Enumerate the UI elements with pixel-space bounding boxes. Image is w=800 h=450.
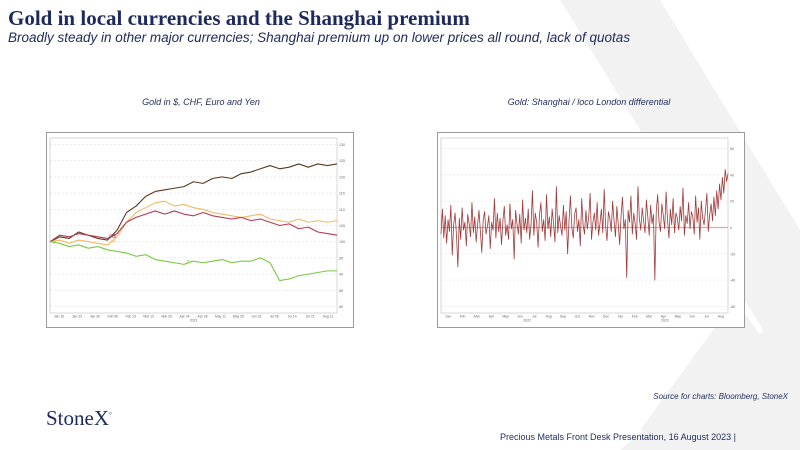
logo-text: StoneX	[46, 406, 109, 430]
plot-area	[440, 137, 729, 314]
chart-shanghai-premium: -60 -40 -20 0 20 40 60 Jan Feb Mar Apr May Jun Jul Aug…	[437, 132, 745, 328]
x-tick-label: May 25	[233, 315, 244, 319]
y-tick-label: 95	[339, 256, 343, 260]
y-tick-label: 85	[339, 289, 343, 293]
x-tick-label: Jul 14	[288, 315, 297, 319]
x-tick-label: Jan 30	[90, 315, 100, 319]
x-tick-label: Aug	[718, 315, 724, 319]
x-tick-label: Mar	[646, 315, 653, 319]
x-tick-label: Aug 11	[323, 315, 334, 319]
x-tick-label: Jun	[517, 315, 523, 319]
x-tick-label: Jul 06	[270, 315, 279, 319]
y-tick-label: 110	[339, 208, 345, 212]
x-tick-label: Oct	[575, 315, 580, 319]
x-tick-label: Nov	[589, 315, 595, 319]
x-tick-label: May	[675, 315, 682, 319]
x-tick-label: Feb	[460, 315, 466, 319]
x-tick-label: May 11	[215, 315, 226, 319]
y-tick-label: 105	[339, 224, 345, 228]
x-tick-label: Jun	[689, 315, 695, 319]
x-tick-label: Mar	[474, 315, 481, 319]
y-tick-label: -20	[730, 252, 735, 256]
x-tick-label: Feb	[632, 315, 638, 319]
x-tick-label: Apr 24	[180, 315, 190, 319]
y-tick-label: 0	[730, 226, 732, 230]
series-label: USD	[109, 235, 116, 239]
y-tick-label: 125	[339, 159, 345, 163]
y-tick-label: 80	[339, 305, 343, 309]
y-tick-label: 120	[339, 175, 345, 179]
chart-2-svg: -60 -40 -20 0 20 40 60 Jan Feb Mar Apr May Jun Jul Aug…	[440, 137, 735, 323]
y-tick-label: 40	[730, 173, 734, 177]
x-tick-label: Apr 28	[197, 315, 207, 319]
page-subtitle: Broadly steady in other major currencies…	[8, 30, 631, 45]
series-line-2	[49, 210, 338, 243]
y-tick-label: 130	[339, 143, 345, 147]
x-tick-label: Jul	[704, 315, 709, 319]
y-tick-label: -60	[730, 305, 735, 309]
footer: Precious Metals Front Desk Presentation,…	[500, 432, 736, 442]
series-line-1	[49, 200, 338, 246]
y-tick-label: 115	[339, 192, 345, 196]
x-tick-label: Mar 13	[143, 315, 154, 319]
chart-gold-currencies: 80 85 90 95 100 105 110 115 120 125 130 Jan 16 Jan 2…	[46, 132, 354, 328]
x-tick-label: Feb 06	[108, 315, 119, 319]
x-tick-label: Jun 22	[251, 315, 261, 319]
x-year-label: 2023	[190, 319, 198, 323]
x-tick-label: Jan	[445, 315, 451, 319]
x-tick-label: Mar 20	[161, 315, 172, 319]
chart-1-title: Gold in $, CHF, Euro and Yen	[142, 97, 260, 107]
plot-area	[49, 137, 338, 314]
x-tick-label: Jan	[618, 315, 624, 319]
series-line-0	[49, 163, 338, 243]
series-line-0	[440, 169, 729, 281]
x-year-label: 2022	[523, 319, 531, 323]
y-tick-label: 100	[339, 240, 345, 244]
x-year-label: 2023	[661, 319, 669, 323]
chart-2-title: Gold: Shanghai / loco London differentia…	[507, 97, 671, 107]
stonex-logo: StoneX°	[46, 406, 112, 430]
y-tick-label: 90	[339, 273, 343, 277]
series-label: EUR	[109, 233, 116, 237]
page-title: Gold in local currencies and the Shangha…	[8, 6, 470, 30]
source-note: Source for charts: Bloomberg, StoneX	[653, 392, 788, 401]
y-tick-label: 20	[730, 200, 734, 204]
x-tick-label: Apr	[661, 315, 667, 319]
x-tick-label: May	[502, 315, 509, 319]
x-tick-label: Jan 23	[72, 315, 82, 319]
x-tick-label: Aug	[546, 315, 552, 319]
x-tick-label: Feb 13	[125, 315, 136, 319]
x-tick-label: Dec	[603, 315, 609, 319]
x-tick-label: Sep	[560, 315, 566, 319]
x-tick-label: Jan 16	[54, 315, 64, 319]
series-label: JPY	[186, 259, 193, 263]
chart-1-svg: 80 85 90 95 100 105 110 115 120 125 130 Jan 16 Jan 2…	[49, 137, 345, 323]
x-tick-label: Jul	[532, 315, 537, 319]
footer-separator: |	[733, 432, 736, 442]
series-line-3	[49, 241, 337, 282]
y-tick-label: -40	[730, 279, 735, 283]
footer-text: Precious Metals Front Desk Presentation,…	[500, 432, 732, 442]
series-label: CHF	[109, 240, 116, 244]
x-tick-label: Jul 21	[306, 315, 315, 319]
x-tick-label: Apr	[489, 315, 495, 319]
y-tick-label: 60	[730, 147, 734, 151]
